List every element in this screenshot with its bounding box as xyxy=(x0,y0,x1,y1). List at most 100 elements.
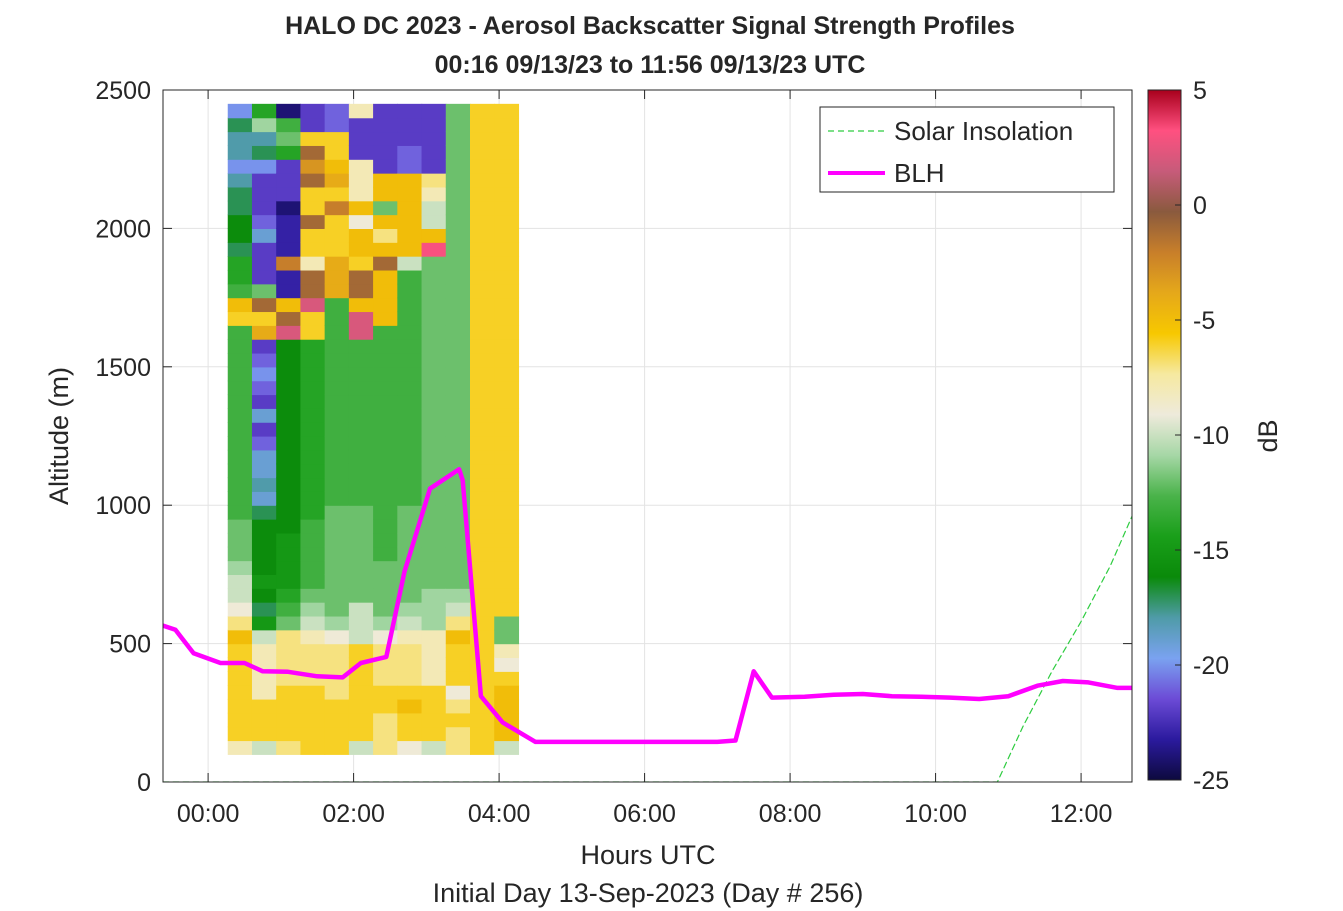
x-tick-label: 04:00 xyxy=(468,800,531,828)
heatmap-cell xyxy=(276,422,302,437)
heatmap-cell xyxy=(300,214,326,229)
heatmap-cell xyxy=(276,463,302,479)
heatmap-cell xyxy=(469,643,495,659)
heatmap-cell xyxy=(276,145,302,160)
x-tick-label: 08:00 xyxy=(759,800,822,828)
heatmap-cell xyxy=(227,588,253,603)
heatmap-cell xyxy=(494,449,520,465)
heatmap-cell xyxy=(324,200,350,216)
heatmap-cell xyxy=(324,173,350,188)
colorbar-tick-label: -5 xyxy=(1193,307,1215,335)
heatmap-cell xyxy=(276,615,302,631)
heatmap-cell xyxy=(469,283,495,299)
heatmap-cell xyxy=(276,712,302,728)
heatmap-cell xyxy=(300,186,326,202)
heatmap-cell xyxy=(227,131,253,146)
heatmap-cell xyxy=(373,712,398,728)
heatmap-cell xyxy=(494,159,520,174)
heatmap-cell xyxy=(397,422,423,437)
heatmap-cell xyxy=(276,588,302,603)
heatmap-cell xyxy=(251,131,277,146)
heatmap-cell xyxy=(324,449,350,465)
heatmap-cell xyxy=(397,339,423,354)
heatmap-cell xyxy=(227,200,253,216)
heatmap-cell xyxy=(445,685,471,700)
heatmap-cell xyxy=(276,269,302,285)
heatmap-cell xyxy=(494,173,520,188)
heatmap-cell xyxy=(397,283,423,299)
heatmap-cell xyxy=(373,519,398,534)
heatmap-cell xyxy=(421,228,447,243)
heatmap-cell xyxy=(251,519,277,534)
heatmap-cell xyxy=(251,602,277,617)
heatmap-cell xyxy=(227,186,253,202)
heatmap-cell xyxy=(348,159,374,174)
heatmap-cell xyxy=(227,366,253,382)
y-tick-label: 2500 xyxy=(95,77,151,105)
heatmap-cell xyxy=(373,256,398,271)
heatmap-cell xyxy=(348,643,374,659)
heatmap-cell xyxy=(397,297,423,313)
heatmap-cell xyxy=(324,408,350,423)
heatmap-cell xyxy=(397,726,423,742)
heatmap-cell xyxy=(276,698,302,714)
heatmap-cell xyxy=(300,698,326,714)
heatmap-cell xyxy=(494,422,520,437)
heatmap-cell xyxy=(251,588,277,603)
heatmap-cell xyxy=(445,532,471,548)
heatmap-cell xyxy=(300,532,326,548)
heatmap-cell xyxy=(421,422,447,437)
heatmap-cell xyxy=(348,200,374,216)
heatmap-cell xyxy=(494,103,520,119)
heatmap-cell xyxy=(300,380,326,396)
heatmap-cell xyxy=(324,491,350,506)
heatmap-cell xyxy=(227,325,253,340)
heatmap-cell xyxy=(469,546,495,562)
heatmap-cell xyxy=(494,242,520,257)
heatmap-cell xyxy=(421,339,447,354)
heatmap-cell xyxy=(251,546,277,562)
heatmap-cell xyxy=(445,394,471,409)
heatmap-cell xyxy=(276,740,302,755)
heatmap-cell xyxy=(421,615,447,631)
heatmap-cell xyxy=(276,366,302,382)
heatmap-cell xyxy=(421,643,447,659)
heatmap-cell xyxy=(227,145,253,160)
heatmap-cell xyxy=(397,643,423,659)
heatmap-cell xyxy=(348,214,374,229)
plot-frame xyxy=(162,89,1133,783)
heatmap-cell xyxy=(300,311,326,326)
heatmap-cell xyxy=(373,740,398,755)
heatmap-cell xyxy=(324,505,350,520)
series-lines xyxy=(163,466,1132,782)
y-tick-label: 1500 xyxy=(95,354,151,382)
heatmap-cell xyxy=(445,159,471,174)
heatmap-cell xyxy=(421,352,447,368)
heatmap-cell xyxy=(469,394,495,409)
heatmap-cell xyxy=(300,629,326,645)
heatmap-cell xyxy=(276,519,302,534)
heatmap-cell xyxy=(397,256,423,271)
heatmap-cell xyxy=(251,532,277,548)
heatmap-cell xyxy=(348,269,374,285)
heatmap-cell xyxy=(373,449,398,465)
heatmap-cell xyxy=(397,103,423,119)
heatmap-cell xyxy=(469,311,495,326)
heatmap-cell xyxy=(445,712,471,728)
heatmap-cell xyxy=(300,588,326,603)
heatmap-cell xyxy=(276,297,302,313)
heatmap-cell xyxy=(227,574,253,589)
heatmap-cell xyxy=(445,643,471,659)
heatmap-cell xyxy=(324,103,350,119)
heatmap-cell xyxy=(373,366,398,382)
x-tick-label: 00:00 xyxy=(177,800,240,828)
heatmap-cell xyxy=(276,505,302,520)
heatmap-cell xyxy=(324,366,350,382)
heatmap-cell xyxy=(445,380,471,396)
heatmap-cell xyxy=(445,477,471,492)
heatmap-cell xyxy=(324,463,350,479)
y-tick-label: 2000 xyxy=(95,215,151,243)
heatmap-cell xyxy=(348,491,374,506)
heatmap-cell xyxy=(397,173,423,188)
heatmap-cell xyxy=(373,408,398,423)
